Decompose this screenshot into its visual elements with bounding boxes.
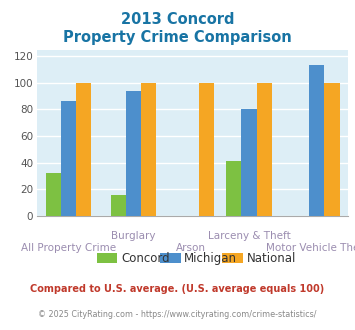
Text: Concord: Concord xyxy=(121,251,169,265)
Bar xyxy=(45,174,61,216)
Bar xyxy=(257,83,272,216)
Text: National: National xyxy=(247,251,296,265)
Text: Burglary: Burglary xyxy=(111,231,155,241)
Bar xyxy=(309,65,324,216)
Text: Arson: Arson xyxy=(176,243,206,253)
Text: 2013 Concord: 2013 Concord xyxy=(121,12,234,26)
Bar xyxy=(199,83,214,216)
Text: Compared to U.S. average. (U.S. average equals 100): Compared to U.S. average. (U.S. average … xyxy=(31,284,324,294)
Text: Michigan: Michigan xyxy=(184,251,237,265)
Text: All Property Crime: All Property Crime xyxy=(21,243,116,253)
Bar xyxy=(324,83,340,216)
Bar xyxy=(141,83,156,216)
Text: Larceny & Theft: Larceny & Theft xyxy=(208,231,290,241)
Bar xyxy=(76,83,91,216)
Text: © 2025 CityRating.com - https://www.cityrating.com/crime-statistics/: © 2025 CityRating.com - https://www.city… xyxy=(38,310,317,319)
Bar xyxy=(111,195,126,216)
Bar xyxy=(241,110,257,216)
Bar xyxy=(61,102,76,216)
Bar xyxy=(126,91,141,216)
Text: Motor Vehicle Theft: Motor Vehicle Theft xyxy=(266,243,355,253)
Bar xyxy=(226,161,241,216)
Text: Property Crime Comparison: Property Crime Comparison xyxy=(63,30,292,45)
